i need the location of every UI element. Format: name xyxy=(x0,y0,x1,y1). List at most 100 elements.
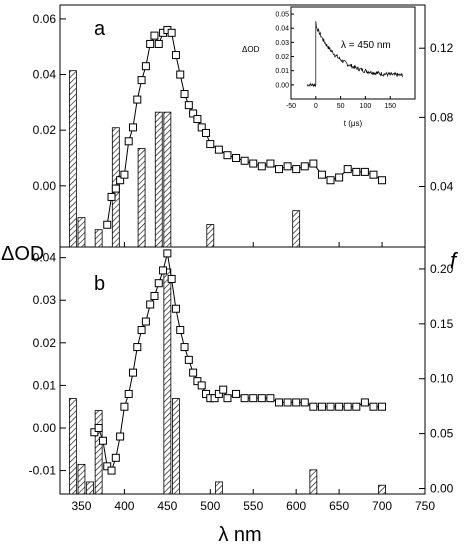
data-point xyxy=(90,428,99,437)
y-right-tick-label: 0.05 xyxy=(430,427,454,441)
x-tick-label: 650 xyxy=(329,499,349,513)
data-point xyxy=(249,394,258,403)
data-point xyxy=(335,173,344,182)
data-point xyxy=(150,31,159,40)
inset-x-tick-label: 0 xyxy=(314,103,318,110)
data-point xyxy=(180,343,189,352)
data-point xyxy=(103,462,112,471)
data-point xyxy=(352,402,361,411)
data-point xyxy=(189,368,198,377)
data-point xyxy=(317,170,326,179)
data-point xyxy=(292,398,301,407)
data-point xyxy=(202,389,210,398)
y-right-tick-label: 0.10 xyxy=(430,372,454,386)
data-point xyxy=(300,398,309,407)
data-point xyxy=(275,398,283,407)
y-right-tick-label: 0.04 xyxy=(430,180,454,194)
data-point xyxy=(141,317,150,326)
inset-y-tick-label: 0.00 xyxy=(275,82,289,89)
data-point xyxy=(369,170,378,179)
data-point xyxy=(292,165,301,174)
data-point xyxy=(266,159,275,168)
data-point xyxy=(335,402,344,411)
transient-absorption-line xyxy=(94,253,383,472)
data-point xyxy=(154,279,163,288)
inset-chart: -50 0 50 100 150 0.00 0.01 0.02 0.03 0.04 0.05 λ = … xyxy=(242,6,416,128)
data-point xyxy=(266,394,275,403)
x-tick-label: 450 xyxy=(157,499,177,513)
oscillator-bar xyxy=(163,268,172,495)
inset-annotation: λ = 450 nm xyxy=(341,40,391,51)
panel-b-frame xyxy=(59,246,426,495)
data-point xyxy=(206,140,215,149)
y-left-tick-label: 0.04 xyxy=(33,68,57,82)
y-right-tick-label: 0.00 xyxy=(430,482,454,496)
data-point xyxy=(202,128,210,137)
panel-b: -0.01 0.00 0.01 0.02 0.03 0.04 0.00 0.05 0.10 0.1… xyxy=(29,249,454,513)
data-point xyxy=(309,159,318,168)
y-left-tick-label: 0.06 xyxy=(33,12,57,26)
y-left-tick-label: 0.00 xyxy=(33,421,57,435)
inset-y-tick-label: 0.03 xyxy=(275,40,289,47)
data-point xyxy=(360,398,369,407)
oscillator-bar xyxy=(77,217,86,248)
data-point xyxy=(275,165,283,174)
data-point xyxy=(163,249,172,258)
data-point xyxy=(103,220,112,229)
y-left-tick-label: 0.04 xyxy=(33,251,57,265)
data-point xyxy=(146,300,155,309)
data-point xyxy=(214,389,223,398)
panel-a: 0.00 0.02 0.04 0.06 0.04 0.08 0.12 xyxy=(33,12,454,248)
x-tick-label: 350 xyxy=(71,499,91,513)
data-point xyxy=(124,389,133,398)
inset-x-tick-label: -50 xyxy=(286,103,296,110)
data-point xyxy=(107,192,116,201)
data-point xyxy=(111,453,120,462)
y-left-tick-label: -0.01 xyxy=(29,464,57,478)
data-point xyxy=(137,76,146,85)
oscillator-bar xyxy=(68,398,77,495)
data-point xyxy=(167,274,176,283)
data-point xyxy=(189,109,198,118)
data-point xyxy=(240,156,249,165)
inset-decay-trace xyxy=(306,21,403,88)
data-point xyxy=(176,70,185,79)
oscillator-bar xyxy=(292,210,301,248)
data-point xyxy=(352,167,361,176)
y-axis-left-label: ΔOD xyxy=(1,243,44,265)
data-point xyxy=(317,402,326,411)
x-tick-label: 400 xyxy=(114,499,134,513)
data-point xyxy=(214,145,223,154)
data-point xyxy=(111,184,120,193)
data-point xyxy=(146,39,155,48)
inset-x-label: t (μs) xyxy=(344,119,363,128)
data-point xyxy=(326,402,335,411)
data-point xyxy=(283,398,292,407)
data-point xyxy=(167,28,176,37)
data-point xyxy=(369,402,378,411)
oscillator-bar xyxy=(68,70,77,248)
data-point xyxy=(120,170,129,179)
y-left-tick-label: 0.03 xyxy=(33,293,57,307)
oscillator-bar xyxy=(77,463,86,495)
data-point xyxy=(129,368,137,377)
data-point xyxy=(116,176,125,185)
x-tick-label: 700 xyxy=(372,499,392,513)
y-left-tick-label: 0.02 xyxy=(33,123,57,137)
data-point xyxy=(343,165,352,174)
data-point xyxy=(197,123,206,132)
data-point xyxy=(129,123,137,132)
y-left-tick-label: 0.01 xyxy=(33,378,57,392)
oscillator-bar xyxy=(214,481,223,495)
data-point xyxy=(232,153,241,162)
y-right-tick-label: 0.20 xyxy=(430,262,454,276)
y-left-tick-label: 0.02 xyxy=(33,336,57,350)
data-point xyxy=(378,402,387,411)
data-point xyxy=(116,432,125,441)
x-tick-label: 500 xyxy=(200,499,220,513)
oscillator-bar xyxy=(137,148,146,248)
y-axis-right-label: f xyxy=(450,248,459,273)
oscillator-bar xyxy=(94,410,103,495)
data-point xyxy=(232,389,241,398)
data-point xyxy=(184,355,193,364)
